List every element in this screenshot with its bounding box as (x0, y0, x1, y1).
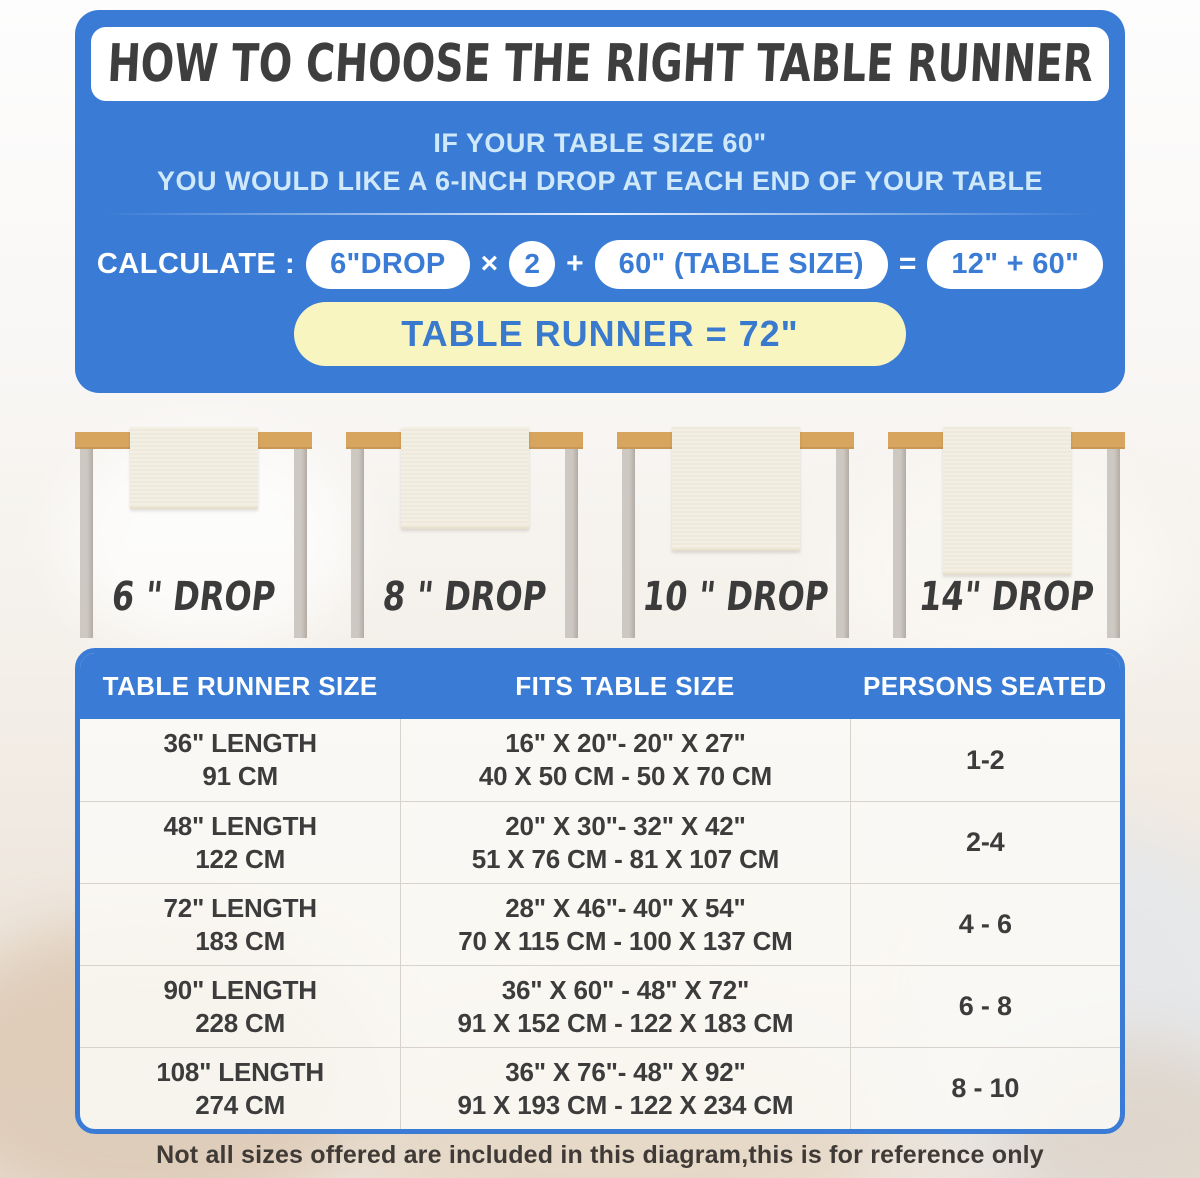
plus-operator: + (566, 247, 584, 280)
table-leg (622, 449, 635, 638)
table-leg (836, 449, 849, 638)
fits-size-cell: 16" X 20"- 20" X 27" 40 X 50 CM - 50 X 7… (400, 719, 849, 801)
runner-size-cell: 72" LENGTH 183 CM (80, 883, 401, 965)
drop-label: 6 " DROP (109, 574, 278, 620)
size-chart-body: 36" LENGTH 91 CM 16" X 20"- 20" X 27" 40… (80, 719, 1120, 1129)
runner-length-in: 36" LENGTH (163, 728, 317, 759)
runner-size-cell: 108" LENGTH 274 CM (80, 1047, 401, 1129)
fits-size-cell: 20" X 30"- 32" X 42" 51 X 76 CM - 81 X 1… (400, 801, 850, 883)
runner-size-cell: 48" LENGTH 122 CM (80, 801, 401, 883)
fits-in: 36" X 60" - 48" X 72" (501, 974, 750, 1005)
runner-size-cell: 36" LENGTH 91 CM (80, 719, 400, 801)
runner-length-in: 108" LENGTH (156, 1056, 324, 1087)
fits-cm: 91 X 193 CM - 122 X 234 CM (457, 1089, 794, 1120)
drop-figure-14in: 14" DROP (888, 424, 1125, 640)
runner-length-cm: 183 CM (195, 925, 286, 956)
drop-illustrations: 6 " DROP 8 " DROP 10 " DROP 14" DROP (75, 424, 1125, 640)
hero-panel: HOW TO CHOOSE THE RIGHT TABLE RUNNER IF … (75, 10, 1125, 393)
footnote: Not all sizes offered are included in th… (156, 1141, 1044, 1169)
divider-line (105, 213, 1095, 215)
column-header-persons-seated: PERSONS SEATED (863, 670, 1107, 701)
drop-label: 8 " DROP (380, 574, 549, 620)
fits-size-cell: 36" X 60" - 48" X 72" 91 X 152 CM - 122 … (400, 965, 850, 1047)
persons-cell: 1-2 (849, 719, 1120, 801)
runner-length-cm: 274 CM (195, 1089, 286, 1120)
persons-cell: 6 - 8 (849, 965, 1120, 1047)
drop-figure-8in: 8 " DROP (346, 424, 583, 640)
drop-figure-10in: 10 " DROP (617, 424, 854, 640)
persons-cell: 2-4 (849, 801, 1120, 883)
runner-length-in: 90" LENGTH (163, 974, 317, 1005)
table-leg (80, 449, 93, 638)
table-size-pill: 60" (TABLE SIZE) (594, 239, 888, 289)
column-header-fits-table-size: FITS TABLE SIZE (515, 670, 735, 701)
table-leg (565, 449, 578, 638)
fits-cm: 70 X 115 CM - 100 X 137 CM (458, 925, 793, 956)
column-header-runner-size: TABLE RUNNER SIZE (102, 670, 378, 701)
fits-cm: 91 X 152 CM - 122 X 183 CM (457, 1007, 794, 1038)
fits-size-cell: 28" X 46"- 40" X 54" 70 X 115 CM - 100 X… (400, 883, 850, 965)
persons-cell: 8 - 10 (849, 1047, 1120, 1129)
runner-length-cm: 91 CM (202, 761, 278, 791)
fits-cm: 51 X 76 CM - 81 X 107 CM (471, 843, 780, 874)
calculation-row: CALCULATE : 6"DROP × 2 + 60" (TABLE SIZE… (85, 234, 1115, 294)
title-bar: HOW TO CHOOSE THE RIGHT TABLE RUNNER (91, 27, 1109, 101)
intro-line-2: YOU WOULD LIKE A 6-INCH DROP AT EACH END… (156, 166, 1044, 196)
table-leg (294, 449, 307, 638)
fits-cm: 40 X 50 CM - 50 X 70 CM (478, 761, 772, 791)
sum-pill: 12" + 60" (927, 239, 1104, 289)
persons-cell: 4 - 6 (849, 883, 1120, 965)
fits-in: 16" X 20"- 20" X 27" (505, 728, 746, 759)
multiply-operator: × (480, 247, 499, 280)
size-chart: TABLE RUNNER SIZE FITS TABLE SIZE PERSON… (75, 648, 1125, 1134)
drop-label: 10 " DROP (640, 574, 831, 620)
fits-in: 20" X 30"- 32" X 42" (505, 810, 746, 841)
size-chart-header: TABLE RUNNER SIZE FITS TABLE SIZE PERSON… (80, 653, 1120, 719)
table-leg (351, 449, 364, 638)
page-title: HOW TO CHOOSE THE RIGHT TABLE RUNNER (105, 34, 1095, 94)
table-runner (671, 427, 800, 551)
fits-in: 36" X 76"- 48" X 92" (505, 1056, 746, 1087)
fits-size-cell: 36" X 76"- 48" X 92" 91 X 193 CM - 122 X… (400, 1047, 850, 1129)
drop-value-pill: 6"DROP (306, 239, 470, 289)
table-runner (129, 427, 258, 509)
drop-label: 14" DROP (916, 574, 1097, 620)
table-leg (1107, 449, 1120, 638)
table-runner (400, 427, 529, 529)
calculate-label: CALCULATE : (96, 247, 296, 280)
fits-in: 28" X 46"- 40" X 54" (505, 892, 746, 923)
equals-operator: = (898, 247, 917, 280)
runner-size-cell: 90" LENGTH 228 CM (80, 965, 401, 1047)
runner-length-in: 48" LENGTH (163, 810, 317, 841)
table-leg (893, 449, 906, 638)
intro-line-1: IF YOUR TABLE SIZE 60" (433, 128, 767, 158)
table-runner (942, 427, 1071, 575)
drop-figure-6in: 6 " DROP (75, 424, 312, 640)
runner-length-cm: 228 CM (195, 1007, 286, 1038)
result-pill: TABLE RUNNER = 72" (294, 302, 906, 366)
multiplier-badge: 2 (509, 241, 556, 287)
runner-length-in: 72" LENGTH (163, 892, 317, 923)
runner-length-cm: 122 CM (195, 843, 286, 874)
